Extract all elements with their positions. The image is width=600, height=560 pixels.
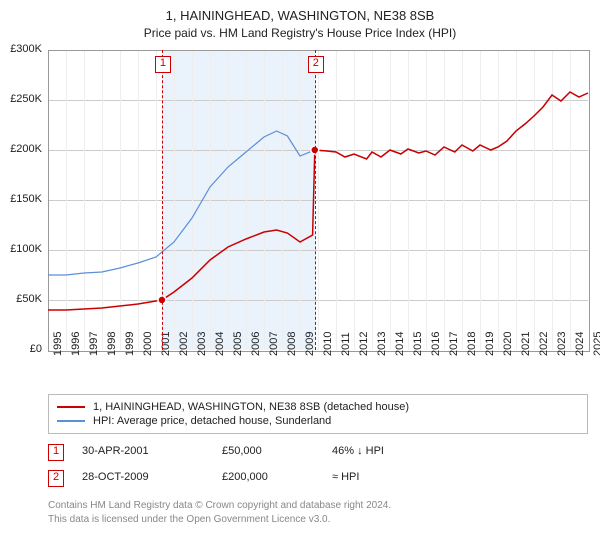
event-marker: 1 <box>155 56 171 73</box>
event-dashline <box>315 50 316 350</box>
legend-label: HPI: Average price, detached house, Sund… <box>93 415 331 427</box>
event-date: 30-APR-2001 <box>82 445 222 457</box>
event-marker: 2 <box>308 56 324 73</box>
chart-svg <box>0 0 600 352</box>
legend-swatch <box>57 406 85 408</box>
event-row-marker: 2 <box>48 470 64 487</box>
series-price-paid <box>48 92 588 310</box>
event-row: 1 30-APR-2001£50,00046% ↓ HPI <box>48 444 452 461</box>
event-row-marker: 1 <box>48 444 64 461</box>
event-row: 2 28-OCT-2009£200,000≈ HPI <box>48 470 452 487</box>
event-date: 28-OCT-2009 <box>82 471 222 483</box>
copyright-line: This data is licensed under the Open Gov… <box>48 514 330 525</box>
legend: 1, HAININGHEAD, WASHINGTON, NE38 8SB (de… <box>48 394 588 434</box>
legend-label: 1, HAININGHEAD, WASHINGTON, NE38 8SB (de… <box>93 401 409 413</box>
event-relation: 46% ↓ HPI <box>332 445 452 457</box>
event-price: £50,000 <box>222 445 332 457</box>
event-relation: ≈ HPI <box>332 471 452 483</box>
legend-price-paid: 1, HAININGHEAD, WASHINGTON, NE38 8SB (de… <box>57 401 579 413</box>
event-dashline <box>162 50 163 350</box>
series-hpi <box>48 92 588 275</box>
legend-swatch <box>57 420 85 422</box>
copyright-line: Contains HM Land Registry data © Crown c… <box>48 500 391 511</box>
event-price: £200,000 <box>222 471 332 483</box>
legend-hpi: HPI: Average price, detached house, Sund… <box>57 415 579 427</box>
